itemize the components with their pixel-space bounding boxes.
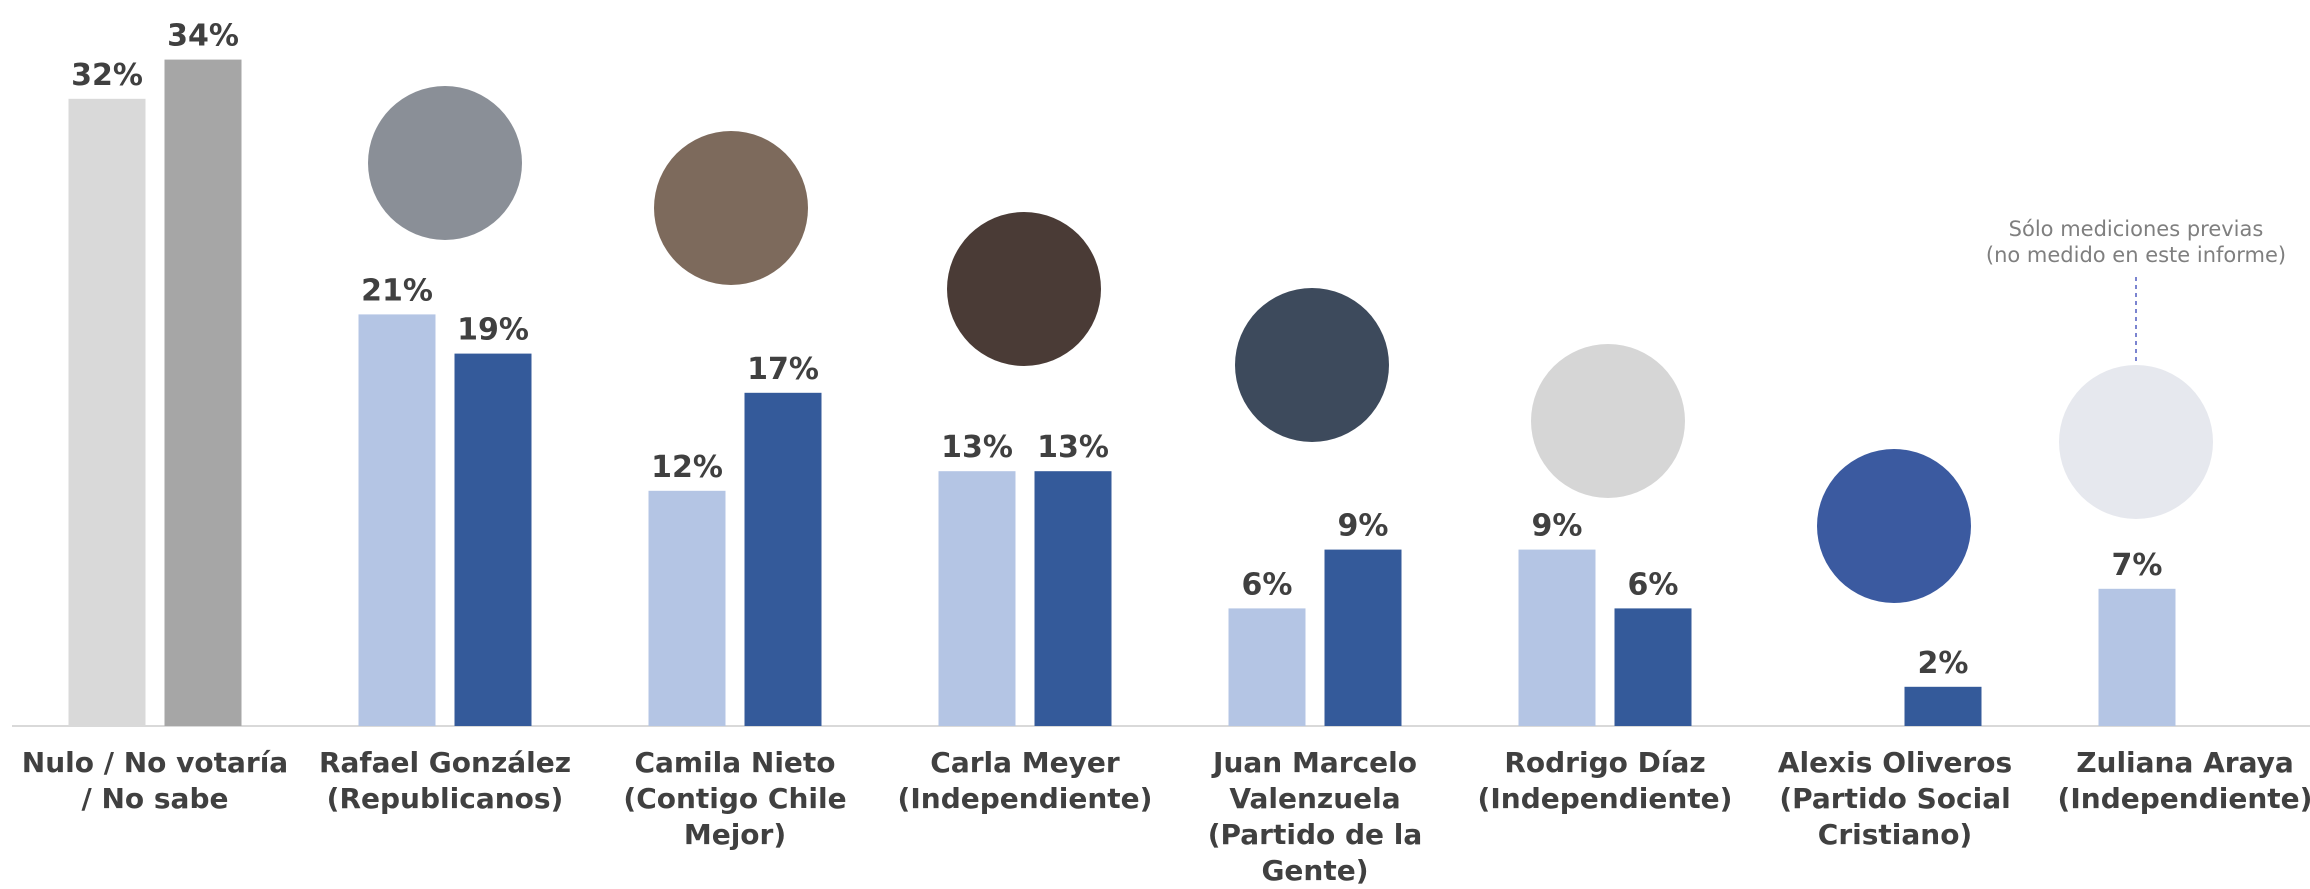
value-label: 19% [457, 313, 529, 348]
value-label: 17% [747, 352, 819, 387]
photos [368, 86, 2213, 603]
bar [164, 59, 242, 727]
value-label: 13% [1037, 430, 1109, 465]
bar [1904, 686, 1982, 726]
bar [1034, 471, 1112, 726]
value-label: 9% [1338, 509, 1389, 544]
bar [1518, 549, 1596, 726]
value-label: 21% [361, 273, 433, 308]
value-label: 7% [2112, 548, 2163, 583]
annotation: Sólo mediciones previas [2009, 217, 2264, 241]
bar [1614, 608, 1692, 726]
candidate-photo [368, 86, 522, 240]
value-label: 32% [71, 58, 143, 93]
candidate-photo [2059, 365, 2213, 519]
x-tick-label: Carla Meyer (Independiente) [897, 746, 1153, 815]
value-label: 6% [1628, 567, 1679, 602]
bar [68, 98, 146, 727]
x-tick-label: Juan Marcelo Valenzuela (Partido de la G… [1207, 746, 1423, 887]
x-tick-label: Alexis Oliveros (Partido Social Cristian… [1777, 746, 2013, 851]
x-tick-label: Camila Nieto (Contigo Chile Mejor) [623, 746, 847, 851]
bar [938, 471, 1016, 726]
x-tick-label: Rafael González (Republicanos) [318, 746, 572, 815]
candidate-photo [1531, 344, 1685, 498]
value-label: 2% [1918, 646, 1969, 681]
bar [744, 392, 822, 726]
candidate-photo [654, 131, 808, 285]
bar [2098, 588, 2176, 726]
annotation: (no medido en este informe) [1986, 243, 2286, 267]
value-label: 12% [651, 450, 723, 485]
x-tick-label: Zuliana Araya (Independiente) [2057, 746, 2310, 815]
bar [358, 314, 436, 726]
candidate-photo [1235, 288, 1389, 442]
x-tick-label: Nulo / No votaría / No sabe [21, 746, 289, 815]
bar [1324, 549, 1402, 726]
x-tick-label: Rodrigo Díaz (Independiente) [1477, 746, 1733, 815]
value-label: 13% [941, 430, 1013, 465]
bar [1228, 608, 1306, 726]
bar [648, 490, 726, 726]
value-label: 6% [1242, 567, 1293, 602]
value-label: 34% [167, 19, 239, 54]
value-label: 9% [1532, 509, 1583, 544]
bar [454, 353, 532, 726]
candidate-photo [1817, 449, 1971, 603]
candidate-photo [947, 212, 1101, 366]
